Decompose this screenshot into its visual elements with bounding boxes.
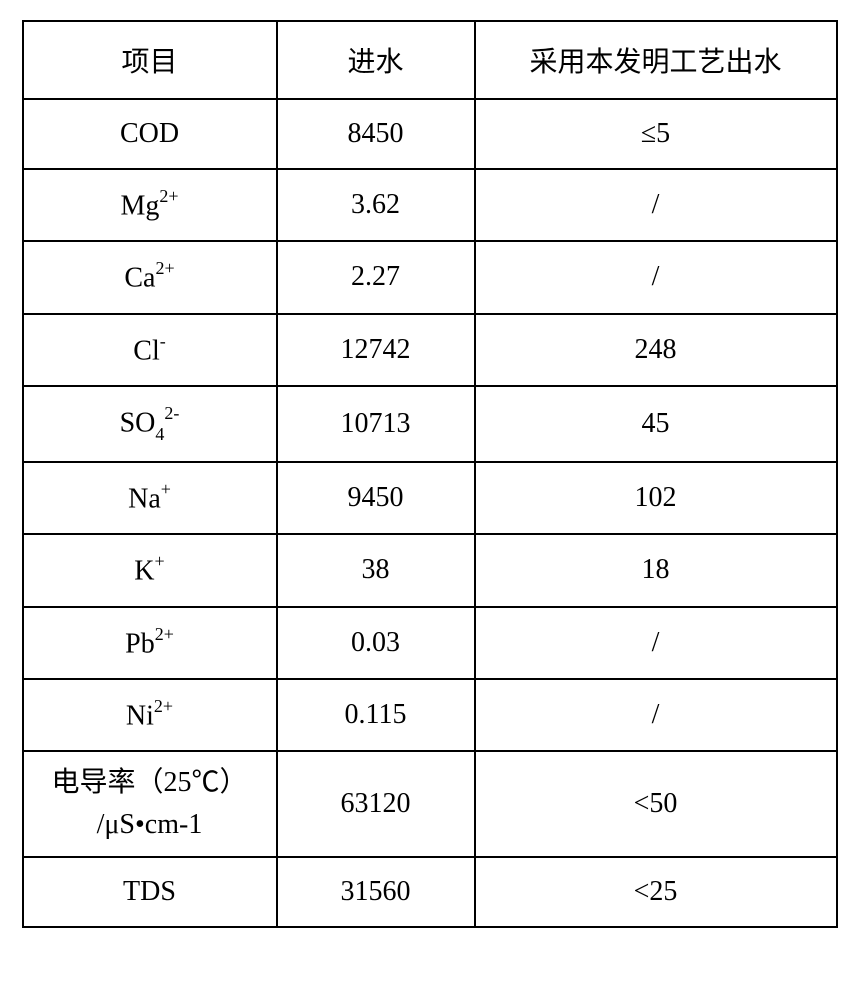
param-base: K <box>134 556 154 587</box>
param-sup: + <box>161 479 171 499</box>
param-sup: 2- <box>164 403 179 423</box>
inflow-cell: 12742 <box>277 314 475 386</box>
outflow-cell: / <box>475 169 837 241</box>
inflow-cell: 31560 <box>277 857 475 927</box>
param-cell: Cl- <box>23 314 277 386</box>
param-cell: Pb2+ <box>23 607 277 679</box>
table-row: Pb2+ 0.03 / <box>23 607 837 679</box>
inflow-cell: 9450 <box>277 462 475 534</box>
table-row: 电导率（25℃） /μS•cm-1 63120 <50 <box>23 751 837 857</box>
outflow-cell: / <box>475 241 837 313</box>
param-sup: 2+ <box>159 186 178 206</box>
param-line1: 电导率（25℃） <box>51 767 247 798</box>
outflow-cell: / <box>475 679 837 751</box>
inflow-cell: 8450 <box>277 99 475 169</box>
inflow-cell: 10713 <box>277 386 475 462</box>
param-base: SO <box>120 407 156 438</box>
table-row: Ca2+ 2.27 / <box>23 241 837 313</box>
param-cell: 电导率（25℃） /μS•cm-1 <box>23 751 277 857</box>
table-row: Ni2+ 0.115 / <box>23 679 837 751</box>
outflow-cell: / <box>475 607 837 679</box>
param-line2: /μS•cm-1 <box>97 809 203 840</box>
param-base: Cl <box>133 335 159 366</box>
param-sup: + <box>155 551 165 571</box>
inflow-cell: 38 <box>277 534 475 606</box>
param-cell: COD <box>23 99 277 169</box>
param-cell: Na+ <box>23 462 277 534</box>
param-cell: Ni2+ <box>23 679 277 751</box>
header-inflow: 进水 <box>277 21 475 99</box>
param-sup: - <box>160 331 166 351</box>
param-cell: TDS <box>23 857 277 927</box>
param-cell: Ca2+ <box>23 241 277 313</box>
param-base: Na <box>128 483 161 514</box>
water-quality-table: 项目 进水 采用本发明工艺出水 COD 8450 ≤5 Mg2+ 3.62 / … <box>22 20 838 928</box>
table-header-row: 项目 进水 采用本发明工艺出水 <box>23 21 837 99</box>
param-base: Ni <box>126 700 154 731</box>
table-row: COD 8450 ≤5 <box>23 99 837 169</box>
table-row: Na+ 9450 102 <box>23 462 837 534</box>
outflow-cell: 248 <box>475 314 837 386</box>
outflow-cell: <25 <box>475 857 837 927</box>
table-row: K+ 38 18 <box>23 534 837 606</box>
param-base: COD <box>120 118 179 149</box>
outflow-cell: <50 <box>475 751 837 857</box>
inflow-cell: 0.115 <box>277 679 475 751</box>
outflow-cell: 45 <box>475 386 837 462</box>
param-base: Ca <box>124 263 155 294</box>
param-cell: Mg2+ <box>23 169 277 241</box>
param-sup: 2+ <box>155 258 174 278</box>
header-outflow: 采用本发明工艺出水 <box>475 21 837 99</box>
param-base: TDS <box>123 876 176 907</box>
param-sup: 2+ <box>154 696 173 716</box>
param-base: Mg <box>120 190 159 221</box>
outflow-cell: 18 <box>475 534 837 606</box>
table-row: TDS 31560 <25 <box>23 857 837 927</box>
outflow-cell: ≤5 <box>475 99 837 169</box>
outflow-cell: 102 <box>475 462 837 534</box>
param-cell: K+ <box>23 534 277 606</box>
inflow-cell: 63120 <box>277 751 475 857</box>
inflow-cell: 0.03 <box>277 607 475 679</box>
param-cell: SO42- <box>23 386 277 462</box>
param-base: Pb <box>125 628 155 659</box>
table-row: SO42- 10713 45 <box>23 386 837 462</box>
table-row: Mg2+ 3.62 / <box>23 169 837 241</box>
table-row: Cl- 12742 248 <box>23 314 837 386</box>
param-sup: 2+ <box>155 624 174 644</box>
inflow-cell: 3.62 <box>277 169 475 241</box>
inflow-cell: 2.27 <box>277 241 475 313</box>
param-sub: 4 <box>155 424 164 444</box>
header-parameter: 项目 <box>23 21 277 99</box>
